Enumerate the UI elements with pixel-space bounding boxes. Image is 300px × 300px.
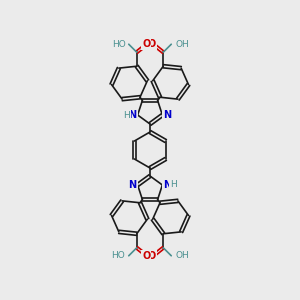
Text: OH: OH bbox=[176, 40, 189, 49]
Text: O: O bbox=[142, 251, 150, 261]
Text: N: N bbox=[129, 110, 137, 120]
Text: O: O bbox=[142, 39, 150, 49]
Text: N: N bbox=[163, 110, 171, 120]
Text: H: H bbox=[123, 110, 130, 119]
Text: O: O bbox=[148, 251, 156, 261]
Text: OH: OH bbox=[176, 251, 189, 260]
Text: O: O bbox=[148, 39, 156, 49]
Text: N: N bbox=[163, 180, 171, 190]
Text: N: N bbox=[129, 180, 137, 190]
Text: H: H bbox=[170, 181, 177, 190]
Text: HO: HO bbox=[112, 40, 126, 49]
Text: HO: HO bbox=[111, 251, 124, 260]
